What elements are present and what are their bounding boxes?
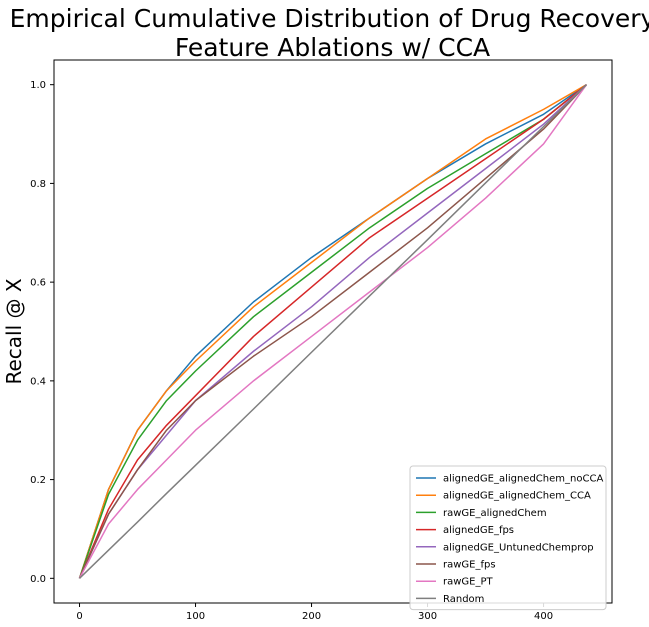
series-line-rawge-alignedchem (78, 84, 587, 579)
legend-entry-label: rawGE_PT (443, 577, 494, 588)
chart-title: Empirical Cumulative Distribution of Dru… (0, 4, 649, 62)
chart-title-line-1: Empirical Cumulative Distribution of Dru… (9, 4, 649, 33)
x-tick-label: 100 (186, 611, 205, 622)
y-tick-label: 0.4 (30, 376, 46, 387)
legend-box (409, 465, 607, 611)
series-line-alignedge-fps (78, 84, 587, 579)
legend-entry-label: rawGE_alignedChem (443, 508, 547, 519)
legend-entry-label: Random (443, 594, 484, 605)
x-tick-label: 0 (76, 611, 82, 622)
legend-entry-label: alignedGE_alignedChem_CCA (443, 491, 591, 502)
y-axis-label: Recall @ X (2, 278, 26, 384)
series-layer (78, 84, 588, 579)
legend-entry-label: rawGE_fps (443, 560, 496, 571)
y-tick-label: 0.6 (30, 278, 46, 289)
legend: alignedGE_alignedChem_noCCA alignedGE_ali… (409, 465, 607, 611)
y-tick-label: 0.8 (30, 179, 46, 190)
x-tick-label: 400 (534, 611, 553, 622)
chart-title-line-2: Feature Ablations w/ CCA (174, 33, 491, 62)
series-line-random (78, 84, 588, 579)
y-tick-label: 0.0 (30, 574, 46, 585)
ticks-layer: 0 100 200 300 400 0.0 0.2 0.4 0.6 0.8 1.0 (30, 80, 553, 622)
x-tick-label: 200 (302, 611, 321, 622)
y-tick-label: 0.2 (30, 475, 46, 486)
series-line-rawge-fps (78, 84, 588, 579)
legend-entry-label: alignedGE_UntunedChemprop (443, 542, 594, 553)
series-line-alignedge-alignedchem-cca (78, 84, 587, 579)
x-tick-label: 300 (418, 611, 437, 622)
plot-frame (53, 59, 613, 604)
series-line-rawge-pt (78, 84, 588, 579)
y-tick-label: 1.0 (30, 80, 46, 91)
legend-entry-label: alignedGE_alignedChem_noCCA (443, 474, 603, 485)
legend-entry-label: alignedGE_fps (443, 525, 514, 536)
